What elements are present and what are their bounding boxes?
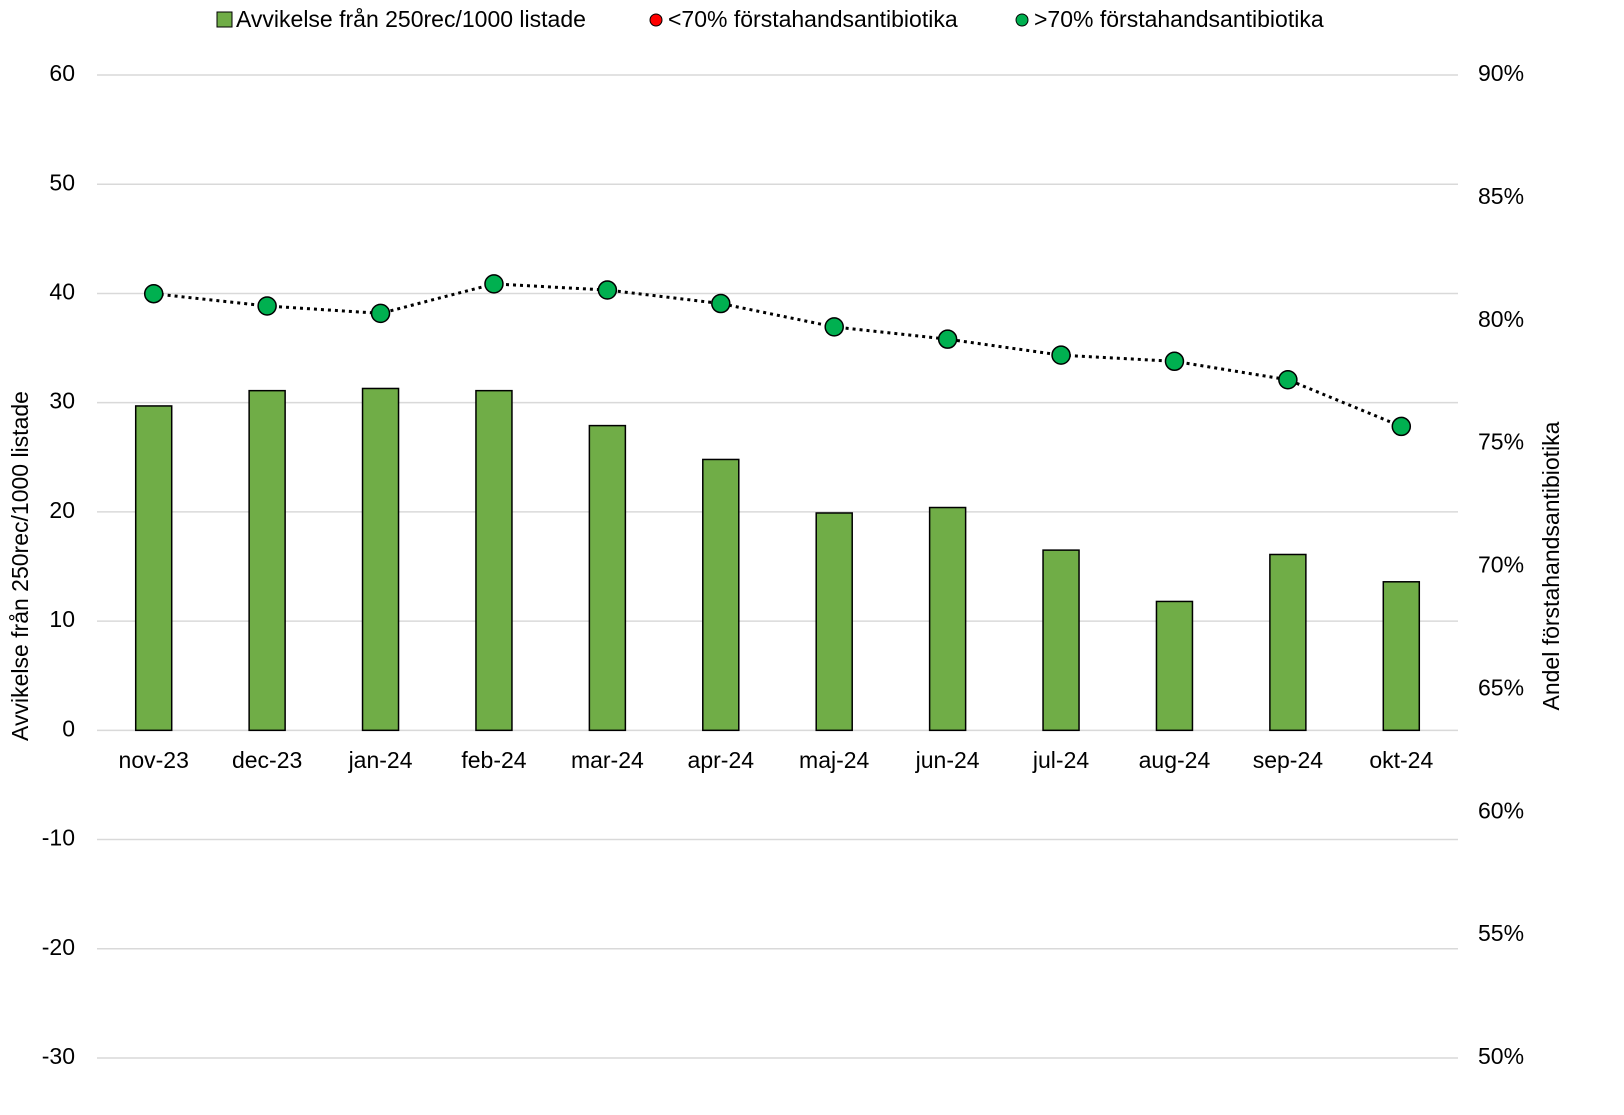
bar	[1042, 549, 1080, 732]
legend-label: Avvikelse från 250rec/1000 listade	[236, 6, 586, 32]
x-tick-label: sep-24	[1253, 747, 1324, 773]
line-marker	[484, 274, 504, 294]
x-tick-label: aug-24	[1139, 747, 1211, 773]
bar	[1382, 581, 1421, 732]
line-marker	[597, 280, 618, 300]
x-tick-label: okt-24	[1369, 747, 1433, 773]
x-tick-label: maj-24	[799, 747, 870, 773]
y-tick-label: -30	[42, 1043, 75, 1069]
y2-tick-label: 70%	[1478, 552, 1524, 578]
series-line	[153, 282, 1402, 428]
y-tick-label: 20	[49, 497, 75, 523]
legend-swatch	[1015, 13, 1029, 27]
x-tick-label: jan-24	[348, 747, 413, 773]
line-marker	[1051, 345, 1071, 365]
y-tick-label: 50	[49, 169, 75, 195]
line-marker	[143, 283, 164, 304]
y-tick-label: 60	[49, 60, 75, 86]
x-tick-label: feb-24	[461, 747, 526, 773]
line-marker	[1278, 369, 1298, 390]
bar	[475, 389, 513, 732]
y2-axis-label: Andel förstahandsantibiotika	[1538, 421, 1564, 710]
bar	[928, 506, 967, 732]
line-marker	[1391, 416, 1412, 437]
y2-tick-label: 60%	[1478, 797, 1524, 823]
x-tick-label: nov-23	[119, 747, 189, 773]
y2-tick-label: 85%	[1478, 183, 1524, 209]
y2-tick-label: 50%	[1478, 1043, 1524, 1069]
legend-swatch	[216, 11, 233, 28]
x-tick-label: apr-24	[688, 747, 755, 773]
y-axis-label: Avvikelse från 250rec/1000 listade	[7, 391, 33, 741]
bar	[588, 424, 627, 732]
line-marker	[370, 303, 391, 324]
bar	[248, 389, 286, 732]
bar	[134, 405, 173, 732]
y2-tick-label: 55%	[1478, 920, 1524, 946]
y-tick-label: 40	[49, 279, 75, 305]
line-marker	[937, 329, 958, 349]
x-tick-label: jul-24	[1032, 747, 1089, 773]
y2-tick-label: 65%	[1478, 674, 1524, 700]
legend-swatch	[649, 13, 663, 27]
line-marker	[257, 296, 277, 316]
y2-tick-label: 80%	[1478, 306, 1524, 332]
x-tick-label: jun-24	[915, 747, 980, 773]
bar	[702, 458, 740, 732]
bar	[815, 512, 853, 732]
y2-tick-label: 75%	[1478, 429, 1524, 455]
legend-label: >70% förstahandsantibiotika	[1034, 6, 1324, 32]
x-tick-label: dec-23	[232, 747, 302, 773]
y-tick-label: 30	[49, 388, 75, 414]
y-tick-label: -20	[42, 934, 75, 960]
y-tick-label: 10	[49, 606, 75, 632]
bar	[361, 387, 400, 732]
y-tick-label: -10	[42, 825, 75, 851]
line-marker	[824, 317, 844, 337]
line-marker	[711, 293, 731, 314]
bar	[1269, 553, 1307, 732]
y2-tick-label: 90%	[1478, 60, 1524, 86]
x-tick-label: mar-24	[571, 747, 644, 773]
line-marker	[1164, 351, 1185, 372]
bar	[1155, 600, 1194, 732]
y-tick-label: 0	[62, 715, 75, 741]
legend-label: <70% förstahandsantibiotika	[668, 6, 958, 32]
